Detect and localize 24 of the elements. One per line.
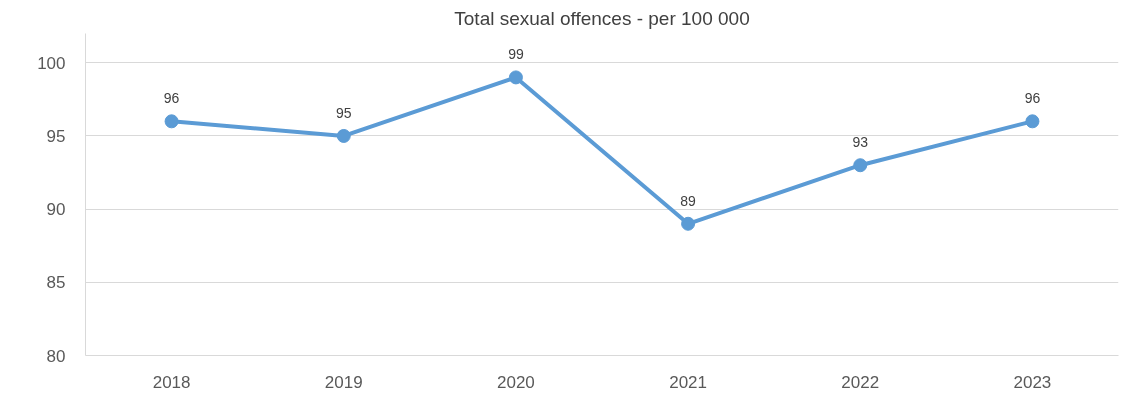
point — [508, 70, 523, 85]
x-tick-label: 2023 — [1013, 372, 1052, 392]
y-tick-label: 95 — [46, 126, 66, 146]
point — [336, 128, 351, 143]
data-label: 95 — [335, 104, 352, 121]
chart-title: Total sexual offences - per 100 000 — [454, 7, 750, 29]
y-tick-label: 100 — [37, 53, 66, 73]
point — [853, 158, 868, 173]
x-tick-label: 2019 — [324, 372, 363, 392]
x-tick-label: 2022 — [841, 372, 880, 392]
x-tick-label: 2021 — [669, 372, 707, 392]
x-tick-label: 2020 — [497, 372, 535, 392]
y-tick-label: 90 — [46, 200, 66, 220]
point — [681, 216, 696, 231]
x-tick-label: 2018 — [152, 372, 191, 392]
y-tick-label: 80 — [46, 346, 66, 366]
y-tick-label: 85 — [46, 273, 66, 293]
data-label: 89 — [680, 192, 697, 209]
data-label: 99 — [508, 46, 524, 63]
point — [164, 114, 179, 129]
data-label: 96 — [1024, 90, 1041, 107]
point — [1025, 114, 1040, 129]
data-label: 96 — [163, 90, 180, 107]
data-label: 93 — [852, 134, 869, 151]
